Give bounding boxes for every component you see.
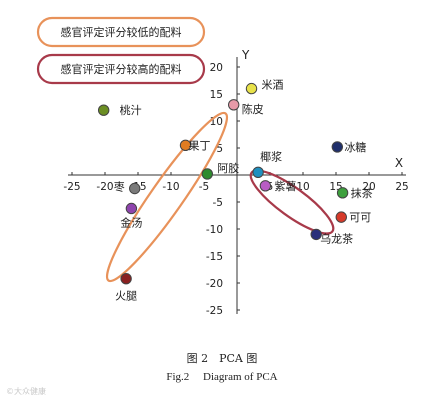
y-tick-label: 10 [210,116,223,128]
y-tick-label: 20 [210,62,223,74]
chart-svg: -25-20-15-10-55101520252015105-5-10-15-2… [36,16,409,317]
group-ellipse-high-score [249,169,335,235]
y-tick-label: -10 [206,224,223,236]
y-tick-label: 5 [216,143,223,155]
x-tick-label: -5 [199,181,209,193]
data-point [259,180,272,192]
group-ellipse-low-score [105,111,229,283]
x-tick-label: -20 [96,181,113,193]
data-point-label: 椰浆 [260,149,282,163]
y-tick-label: -5 [213,197,223,209]
data-point [310,228,322,241]
data-point [336,187,349,199]
data-point [129,182,141,195]
y-axis-name: Y [241,48,250,62]
x-tick-label: -25 [63,181,80,193]
data-point-label: 火腿 [115,290,137,303]
data-point-label: 桃汁 [120,103,142,117]
y-tick-label: 15 [210,89,223,101]
data-point-label: 米酒 [262,79,284,92]
data-point-label: 枣 [114,181,125,194]
data-point-label: 乌龙茶 [320,231,353,245]
x-tick-label: 25 [395,181,408,193]
y-tick-label: -15 [206,251,223,263]
data-point [120,272,132,285]
legend-box-1 [36,16,206,48]
data-point-label: 抹茶 [351,187,373,200]
data-point [125,202,138,215]
data-point [245,82,258,95]
data-point [201,168,214,180]
data-point-label: 阿胶 [217,161,239,175]
data-point-label: 冰糖 [344,140,366,154]
legend-box-2 [36,53,206,85]
data-point [252,166,264,179]
legend-label-1: 感官评定评分较低的配料 [61,25,182,39]
data-point [97,104,110,116]
data-point [179,139,192,152]
data-point [331,141,344,153]
watermark: ©大众健康 [6,387,46,396]
data-point-label: 果丁 [189,139,211,152]
y-tick-label: -25 [206,305,223,317]
data-point-label: 陈皮 [242,102,264,116]
data-point-label: 金汤 [120,215,142,229]
data-point-label: 可可 [349,211,371,224]
x-tick-label: -10 [162,181,179,193]
legend-label-2: 感官评定评分较高的配料 [61,62,182,76]
x-tick-label: 20 [362,181,375,193]
x-tick-label: 10 [296,181,309,193]
figure-caption-chinese: 图 2 PCA 图 [186,352,258,365]
data-point-label: 紫薯 [274,180,296,193]
data-point [335,211,347,223]
y-tick-label: -20 [206,278,223,290]
x-axis-name: X [395,156,403,170]
data-point [228,99,240,111]
figure-caption-english: Fig.2 Diagram of PCA [166,371,278,383]
